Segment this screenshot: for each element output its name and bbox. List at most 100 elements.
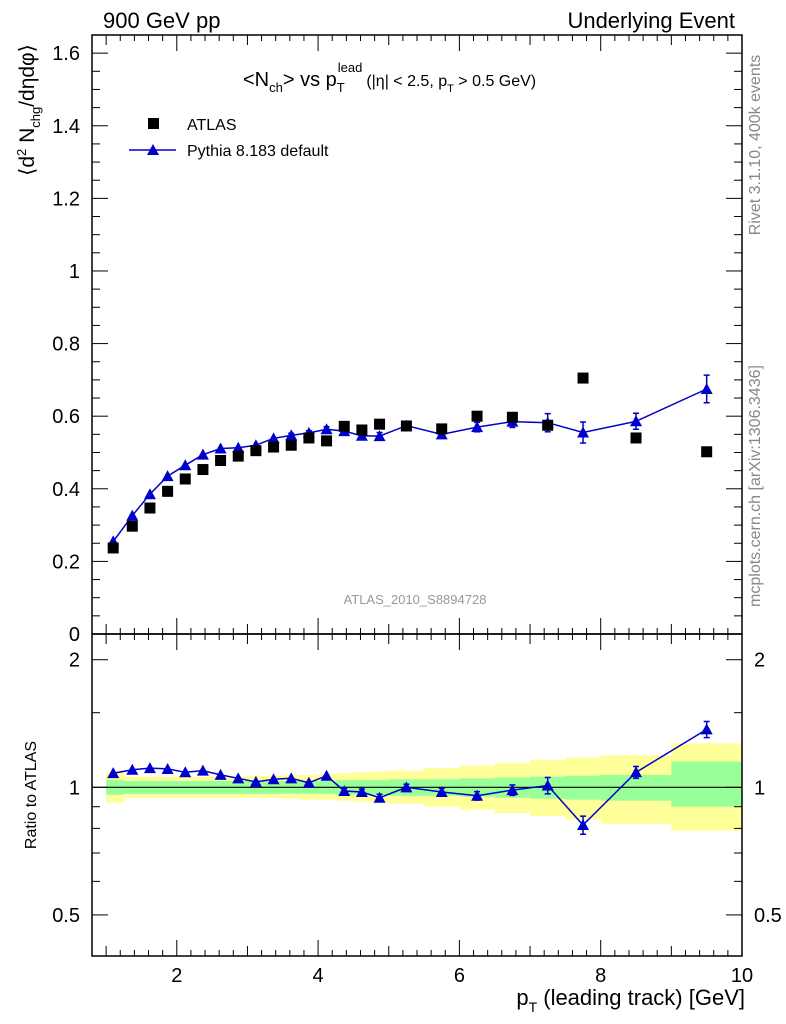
ratio-pythia-point (107, 767, 120, 779)
legend-atlas-marker (148, 118, 159, 129)
pythia-point (214, 442, 227, 454)
main-ticks: 0 0.2 0.4 0.6 0.8 1 1.2 1.4 1.6 (52, 35, 743, 646)
pythia-point (577, 426, 590, 438)
y-tick-label: 0.2 (52, 551, 80, 573)
ratio-y-tick-label: 1 (69, 777, 80, 799)
pythia-point (285, 429, 298, 441)
pythia-point (700, 382, 713, 394)
legend-atlas-label: ATLAS (187, 117, 237, 134)
x-tick-label: 2 (171, 965, 182, 987)
atlas-point (374, 418, 386, 430)
pythia-point (471, 421, 484, 433)
ratio-pythia-point (126, 763, 139, 775)
x-tick-label: 4 (313, 965, 324, 987)
pythia-point (196, 448, 209, 460)
ratio-marks (107, 720, 713, 835)
ratio-pythia-point (400, 781, 413, 793)
ratio-pythia-point (232, 772, 245, 784)
pythia-point (126, 509, 139, 521)
ratio-pythia-point (355, 785, 368, 797)
ratio-pythia-point (373, 791, 386, 803)
x-tick-label: 10 (731, 965, 753, 987)
atlas-point (268, 441, 280, 453)
ratio-pythia-point (214, 768, 227, 780)
ratio-pythia-point (249, 775, 262, 787)
atlas-point (162, 485, 174, 497)
atlas-point (215, 454, 227, 466)
legend-pythia-marker (147, 144, 159, 155)
y-tick-label: 0 (69, 624, 80, 646)
y-tick-label: 0.4 (52, 479, 80, 501)
ratio-y-tick-label-right: 2 (754, 650, 765, 672)
atlas-point (506, 411, 518, 423)
ratio-pythia-point (435, 785, 448, 797)
ratio-y-tick-label-right: 1 (754, 777, 765, 799)
ratio-pythia-point (285, 772, 298, 784)
y-tick-label: 1.4 (52, 116, 80, 138)
y-tick-label: 1.6 (52, 43, 80, 65)
ratio-pythia-point (577, 818, 590, 830)
y-tick-label: 1.2 (52, 188, 80, 210)
pythia-point (267, 432, 280, 444)
ratio-pythia-point (196, 764, 209, 776)
y-tick-label: 1 (69, 261, 80, 283)
ratio-pythia-point (320, 769, 333, 781)
main-y-label: ⟨d2 Nchg/dηdφ⟩ (14, 44, 43, 176)
atlas-point (400, 420, 412, 432)
pythia-point (143, 488, 156, 500)
ratio-pythia-point (630, 766, 643, 778)
pythia-point (373, 430, 386, 442)
ratio-panel: 0.5 0.5 1 1 2 2 2 4 6 8 10 Ratio to ATLAS pT (lead… (23, 633, 782, 1015)
pythia-point (179, 459, 192, 471)
side-label-bottom: mcplots.cern.ch [arXiv:1306.3436] (747, 365, 764, 607)
y-tick-label: 0.6 (52, 406, 80, 428)
analysis-watermark: ATLAS_2010_S8894728 (344, 592, 487, 607)
ratio-pythia-point (506, 784, 519, 796)
ratio-pythia-point (541, 779, 554, 791)
pythia-point (161, 470, 174, 482)
green-band-bin (671, 761, 743, 807)
atlas-point (542, 419, 554, 431)
main-title: <Nch> vs pTlead(|η| < 2.5, pT > 0.5 GeV) (243, 60, 536, 95)
pythia-point (232, 441, 245, 453)
y-tick-label: 0.8 (52, 334, 80, 356)
atlas-point (303, 432, 315, 444)
ratio-pythia-point (700, 723, 713, 735)
ratio-pythia-point (471, 789, 484, 801)
x-tick-label: 8 (595, 965, 606, 987)
atlas-point (179, 473, 191, 485)
ratio-pythia-point (302, 776, 315, 788)
atlas-point (356, 424, 368, 436)
ratio-pythia-point (143, 762, 156, 774)
atlas-point (126, 520, 138, 532)
ratio-pythia-point (179, 766, 192, 778)
atlas-point (285, 439, 297, 451)
x-tick-label: 6 (454, 965, 465, 987)
atlas-point (232, 450, 244, 462)
atlas-point (197, 464, 209, 476)
side-label-top: Rivet 3.1.10, 400k events (747, 55, 764, 236)
main-panel: 0 0.2 0.4 0.6 0.8 1 1.2 1.4 1.6 <Nch> vs pTlead(… (14, 34, 743, 646)
header-left: 900 GeV pp (103, 8, 220, 33)
pythia-point (320, 423, 333, 435)
atlas-point (144, 502, 156, 514)
ratio-pythia-point (267, 773, 280, 785)
legend: ATLAS Pythia 8.183 default (129, 117, 329, 160)
atlas-point (436, 423, 448, 435)
atlas-point (577, 372, 589, 384)
ratio-y-tick-label: 2 (69, 650, 80, 672)
atlas-point (471, 410, 483, 422)
ratio-pythia-point (161, 762, 174, 774)
atlas-point (107, 542, 119, 554)
header-right: Underlying Event (567, 8, 735, 33)
ratio-y-label: Ratio to ATLAS (23, 741, 40, 849)
atlas-point (701, 446, 713, 458)
ratio-y-tick-label-right: 0.5 (754, 905, 782, 927)
atlas-point (250, 445, 262, 457)
ratio-y-tick-label: 0.5 (52, 905, 80, 927)
pythia-point (630, 415, 643, 427)
legend-pythia-label: Pythia 8.183 default (187, 143, 329, 160)
atlas-point (630, 432, 642, 444)
ratio-pythia-point (338, 785, 351, 797)
